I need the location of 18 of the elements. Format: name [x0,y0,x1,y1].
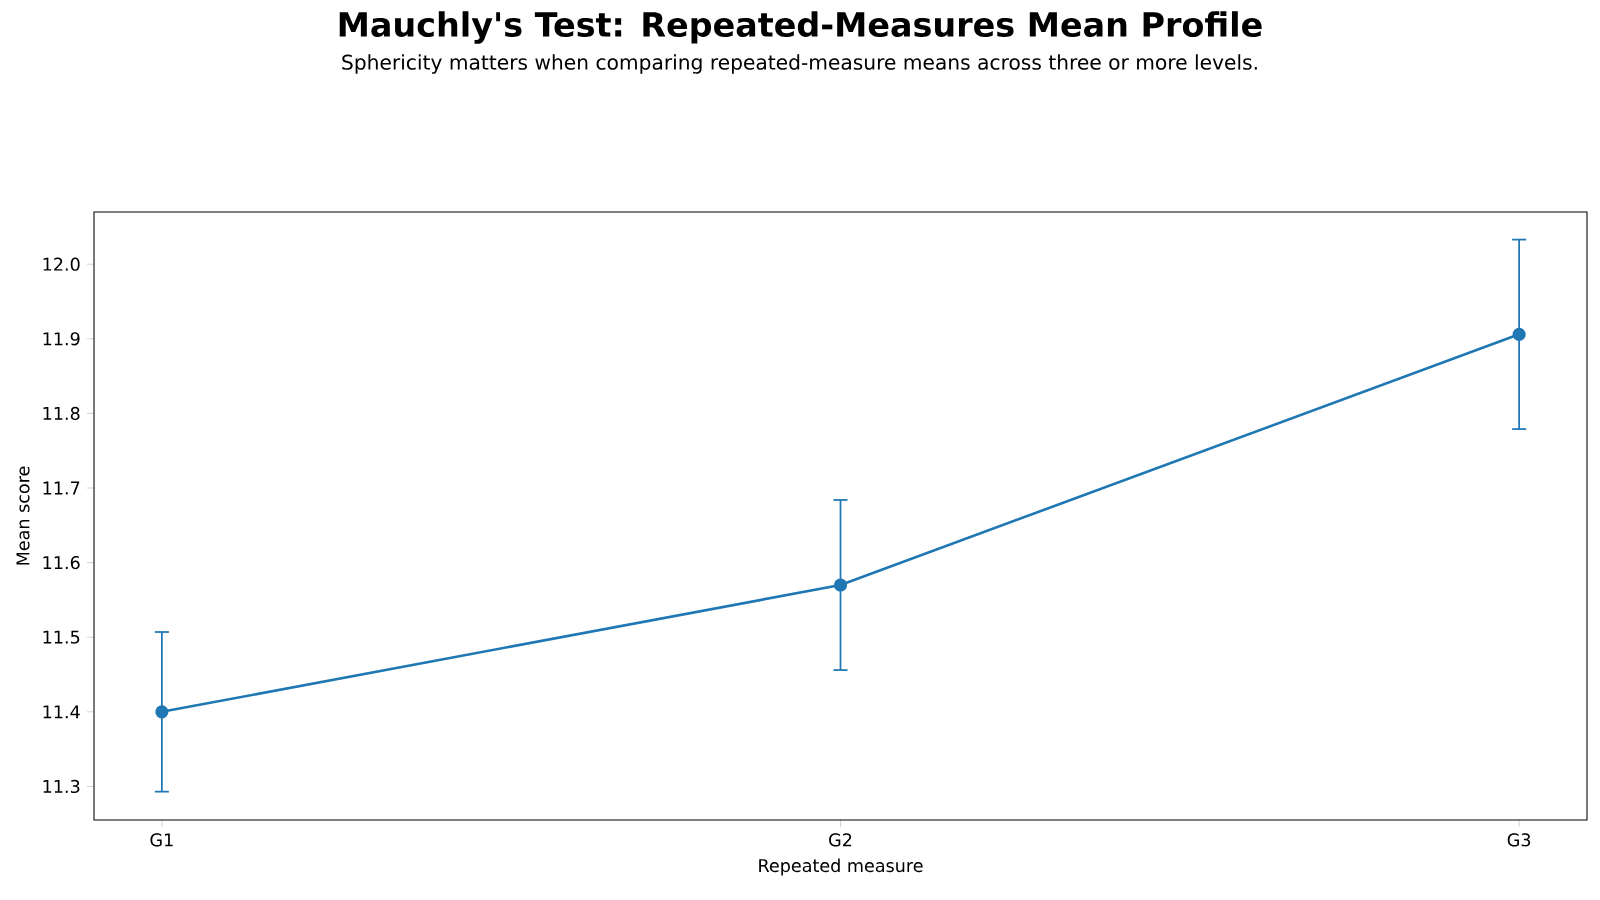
y-tick-label: 11.3 [43,779,80,794]
y-tick-label: 12.0 [43,257,80,271]
y-tick-label: 11.5 [43,630,80,644]
y-tick-label: 11.6 [43,555,80,570]
x-tick-label: G2 [829,833,852,847]
y-tick-label: 11.9 [43,332,80,346]
point [155,705,169,719]
x-tick-label: G3 [1507,833,1531,847]
point [833,578,848,592]
y-tick-label: 11.8 [43,406,80,421]
x-axis-title: Repeated measure [759,858,923,876]
y-tick-label: 11.4 [43,705,80,719]
point [1512,327,1526,341]
chart-subtitle: Sphericity matters when comparing repeated-measure means across three or more levels. [342,54,1257,74]
y-axis-title: Mean score [16,466,30,565]
x-tick-label: G1 [150,833,173,847]
y-tick-label: 11.7 [43,481,80,495]
chart-title: Mauchly's Test: Repeated-Measures Mean Profile [339,11,1262,44]
